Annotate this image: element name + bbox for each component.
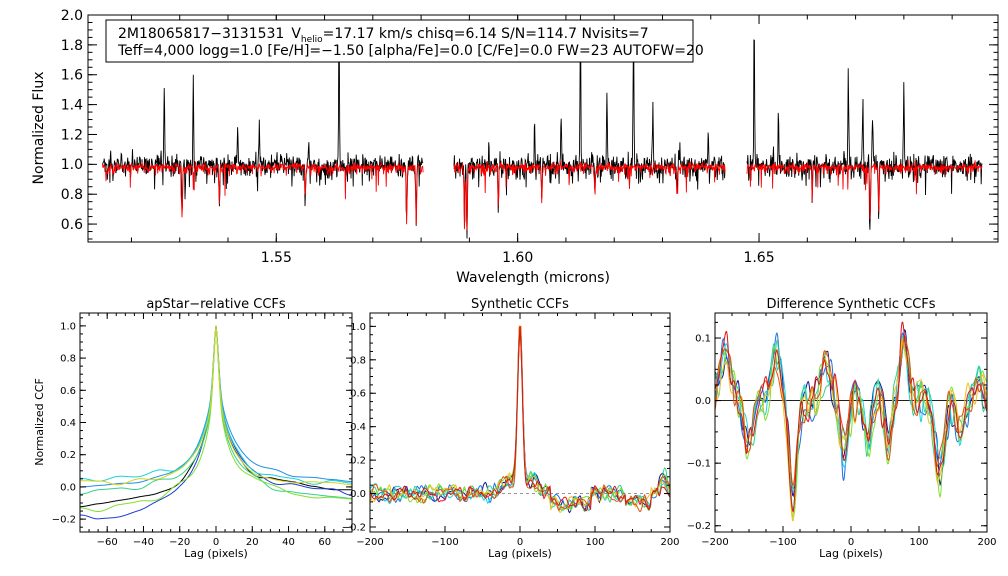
y-tick-label: 0.8 — [60, 354, 76, 365]
x-tick-label: −20 — [169, 537, 190, 548]
y-tick-label: 1.0 — [61, 157, 83, 173]
y-tick-label: 0.4 — [350, 422, 366, 433]
y-tick-label: 0.0 — [350, 489, 366, 500]
difference-ccf-ticks: −200 −100 0 100 200 −0.2 −0.1 0.0 0.1 — [687, 313, 997, 548]
y-tick-label: 1.4 — [61, 98, 83, 114]
difference-ccf-visit-8 — [714, 321, 988, 513]
legend-v-subscript: helio — [301, 35, 323, 45]
x-tick-label: −200 — [701, 537, 728, 548]
y-tick-label: −0.2 — [687, 521, 711, 532]
x-tick-label: −100 — [431, 537, 458, 548]
synthetic-ccf-traces — [369, 325, 671, 514]
y-tick-label: 0.2 — [350, 456, 366, 467]
x-tick-label: 200 — [977, 537, 996, 548]
x-tick-label: 0 — [213, 537, 219, 548]
spectrum-ticks: 1.55 1.60 1.65 0.6 0.8 1.0 1.2 1.4 1.6 1.8 2.0 — [61, 8, 998, 266]
y-tick-label: 0.8 — [350, 355, 366, 366]
apstar-ccf-xlabel: Lag (pixels) — [184, 547, 248, 560]
legend-line-2: Teff=4,000 logg=1.0 [Fe/H]=−1.50 [alpha/… — [117, 43, 704, 59]
difference-ccf-visit-6 — [714, 338, 988, 522]
y-tick-label: 0.6 — [60, 386, 76, 397]
spectrum-traces — [102, 14, 983, 239]
y-tick-label: 1.2 — [61, 127, 83, 143]
spectrum-legend: 2M18065817−3131531 Vhelio=17.17 km/s chis… — [105, 19, 704, 63]
y-tick-label: 0.0 — [60, 482, 76, 493]
legend-star-id: 2M18065817−3131531 — [118, 26, 284, 42]
x-tick-label: −60 — [97, 537, 118, 548]
apstar-ccf-visit-7 — [80, 325, 353, 486]
synthetic-ccf-visit-8 — [369, 326, 671, 512]
synthetic-ccf-xlabel: Lag (pixels) — [488, 547, 552, 560]
spectrum-observed-segment-2 — [453, 14, 726, 239]
x-tick-label: 200 — [660, 537, 679, 548]
difference-ccf-visit-3 — [714, 335, 988, 511]
y-tick-label: −0.2 — [52, 515, 76, 526]
legend-v-label: V — [291, 26, 301, 42]
spectrum-frame — [87, 14, 999, 243]
y-tick-label: 0.8 — [61, 187, 83, 203]
y-tick-label: 1.8 — [61, 38, 83, 54]
y-tick-label: 1.0 — [60, 321, 76, 332]
x-tick-label: 20 — [246, 537, 259, 548]
y-tick-label: 0.0 — [695, 396, 711, 407]
spectrum-model-segment-1 — [102, 161, 424, 225]
legend-box — [105, 19, 694, 63]
y-tick-label: 0.1 — [695, 334, 711, 345]
apstar-ccf-ylabel: Normalized CCF — [33, 378, 46, 466]
x-tick-label: 60 — [318, 537, 331, 548]
spectrum-panel: 1.55 1.60 1.65 0.6 0.8 1.0 1.2 1.4 1.6 1.8 2.0 2M1… — [31, 8, 999, 286]
spectrum-xlabel: Wavelength (microns) — [456, 270, 610, 286]
difference-ccf-panel: −200 −100 0 100 200 −0.2 −0.1 0.0 0.1 Difference… — [687, 297, 997, 560]
x-tick-label: −100 — [769, 537, 796, 548]
x-tick-label: 100 — [585, 537, 604, 548]
difference-ccf-traces — [714, 321, 988, 522]
y-tick-label: 0.4 — [60, 418, 76, 429]
apstar-ccf-panel: −60 −40 −20 0 20 40 60 −0.2 0.0 0.2 0.4 0.6 0.8 1.0 a… — [33, 297, 353, 560]
x-tick-label: 1.65 — [743, 250, 774, 266]
difference-ccf-title: Difference Synthetic CCFs — [766, 297, 935, 312]
y-tick-label: −0.1 — [687, 459, 711, 470]
y-tick-label: 0.6 — [61, 217, 83, 233]
legend-stats: =17.17 km/s chisq=6.14 S/N=114.7 Nvisits… — [323, 26, 649, 42]
legend-line-1: 2M18065817−3131531 Vhelio=17.17 km/s chis… — [118, 26, 649, 45]
synthetic-ccf-title: Synthetic CCFs — [471, 297, 569, 312]
x-tick-label: 100 — [909, 537, 928, 548]
apstar-ccf-frame — [79, 312, 353, 533]
synthetic-ccf-panel: −200 −100 0 100 200 −0.2 0.0 0.2 0.4 0.6 0.8 1.0 Sy… — [342, 297, 680, 560]
x-tick-label: −200 — [356, 537, 383, 548]
spectrum-observed-segment-1 — [102, 38, 424, 226]
x-tick-label: 1.60 — [502, 250, 533, 266]
x-tick-label: 1.55 — [261, 250, 292, 266]
spectrum-model-segment-2 — [453, 160, 726, 231]
y-tick-label: 2.0 — [61, 8, 83, 24]
synthetic-ccf-frame — [369, 312, 671, 533]
x-tick-label: 0 — [517, 537, 523, 548]
x-tick-label: 40 — [282, 537, 295, 548]
apstar-ccf-traces — [79, 325, 353, 520]
difference-ccf-frame — [714, 312, 988, 533]
x-tick-label: −40 — [133, 537, 154, 548]
y-tick-label: 0.6 — [350, 389, 366, 400]
y-tick-label: 1.0 — [350, 322, 366, 333]
difference-ccf-visit-7 — [714, 335, 988, 487]
spectrum-ylabel: Normalized Flux — [31, 72, 47, 185]
difference-ccf-xlabel: Lag (pixels) — [819, 547, 883, 560]
y-tick-label: 0.2 — [60, 450, 76, 461]
x-tick-label: 0 — [848, 537, 854, 548]
y-tick-label: −0.2 — [342, 522, 366, 533]
y-tick-label: 1.6 — [61, 68, 83, 84]
apstar-ccf-title: apStar−relative CCFs — [146, 297, 286, 312]
spectrum-model-segment-3 — [746, 159, 983, 220]
